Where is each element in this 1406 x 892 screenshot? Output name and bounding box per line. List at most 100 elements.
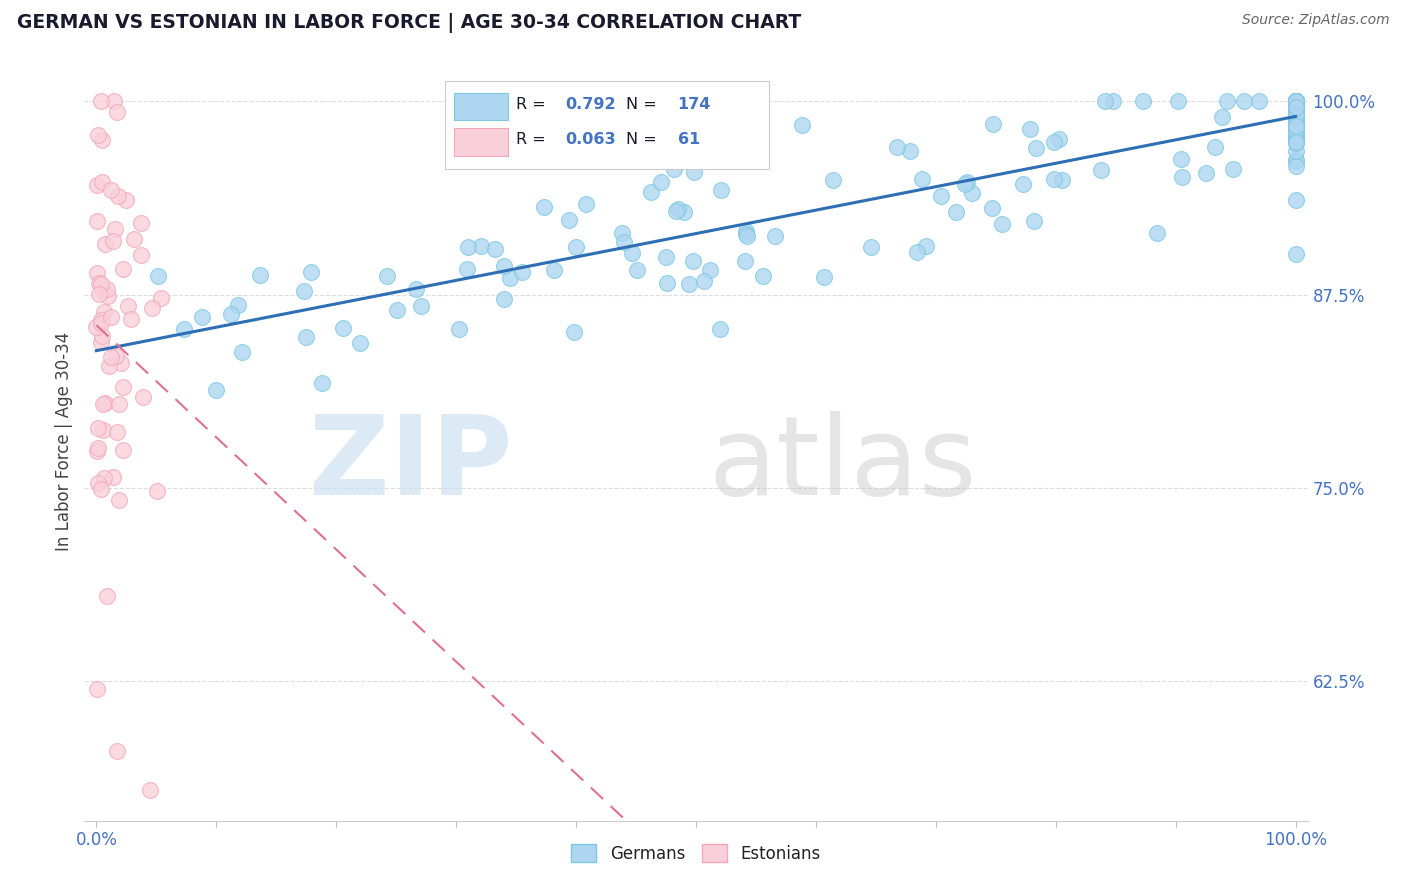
Point [86,178,108,192]
Point [956,175,979,189]
Point [1284,103,1306,117]
Point [960,186,983,200]
Point [1284,94,1306,108]
Point [122,231,145,245]
Point [105,744,128,758]
Point [115,194,138,208]
Point [447,322,470,336]
Point [1170,153,1192,167]
Point [97,289,120,303]
Point [1024,141,1046,155]
Point [108,493,131,508]
Point [93,305,115,319]
Point [104,349,127,363]
Point [1284,94,1306,108]
Point [734,227,756,241]
Point [1233,94,1256,108]
Point [1284,94,1306,108]
Point [621,245,644,260]
Point [86,475,108,490]
Point [86,266,108,280]
Point [1132,94,1154,108]
Point [1284,94,1306,108]
Point [86,128,108,142]
Point [219,307,242,321]
Point [86,444,108,458]
Point [929,189,952,203]
Point [1284,94,1306,108]
Point [1284,100,1306,114]
Point [1146,226,1168,240]
Point [1204,140,1226,154]
Point [94,236,117,251]
FancyBboxPatch shape [454,128,508,156]
Point [655,276,678,290]
Point [1284,94,1306,108]
Point [139,782,162,797]
Point [565,240,588,254]
Point [98,359,121,373]
Point [112,380,135,394]
Point [1284,94,1306,108]
Point [1284,193,1306,207]
Point [699,263,721,277]
Point [484,243,506,257]
Point [91,397,114,411]
Point [1284,94,1306,108]
Point [575,197,598,211]
Legend: Germans, Estonians: Germans, Estonians [565,838,827,869]
Point [205,383,228,397]
Point [191,310,214,324]
Point [96,589,118,603]
Point [562,325,585,339]
Point [91,285,114,299]
Point [107,189,129,203]
Point [1284,94,1306,108]
Point [86,682,108,697]
Point [980,201,1002,215]
Point [813,270,835,285]
Point [1284,105,1306,120]
Point [1284,108,1306,122]
Point [1284,133,1306,147]
Point [1284,94,1306,108]
Point [1047,131,1070,145]
Point [173,321,195,335]
Point [763,228,786,243]
Point [90,334,112,349]
Point [1284,94,1306,108]
Point [1284,135,1306,149]
Point [1284,94,1306,108]
Point [558,213,581,227]
Point [1284,95,1306,109]
Point [1284,94,1306,108]
Point [1284,94,1306,108]
Point [1284,94,1306,108]
Text: 174: 174 [678,96,711,112]
Point [1284,94,1306,108]
Point [150,292,173,306]
Point [1090,162,1112,177]
Point [1284,94,1306,108]
Point [1284,102,1306,116]
Point [90,316,112,330]
Text: 0.792: 0.792 [565,96,616,112]
Point [823,173,845,187]
Point [1284,94,1306,108]
Point [1284,98,1306,112]
Point [494,292,516,306]
Point [1284,94,1306,108]
Point [1284,114,1306,128]
Point [709,322,731,336]
Point [1284,97,1306,112]
Point [101,234,124,248]
Point [953,178,976,192]
Point [655,250,678,264]
Point [1284,129,1306,144]
Point [900,145,922,159]
Point [860,240,883,254]
Point [1284,123,1306,137]
Point [1284,94,1306,108]
Point [1284,110,1306,124]
Point [1284,116,1306,130]
